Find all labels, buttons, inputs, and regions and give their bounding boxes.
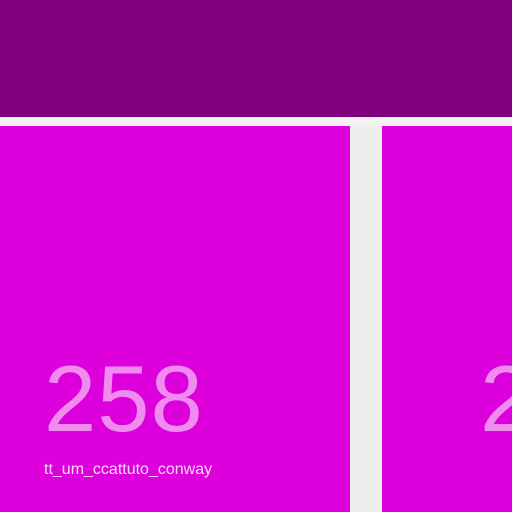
tile-count-partial: 2 xyxy=(480,346,512,451)
project-tile-partial[interactable]: 2 xyxy=(382,126,512,512)
top-bar xyxy=(0,0,512,117)
tile-gap xyxy=(350,126,382,512)
tile-count: 258 xyxy=(44,346,204,451)
header-divider xyxy=(0,117,512,126)
project-tile[interactable]: 258 tt_um_ccattuto_conway xyxy=(0,126,350,512)
tile-label: tt_um_ccattuto_conway xyxy=(44,461,213,478)
